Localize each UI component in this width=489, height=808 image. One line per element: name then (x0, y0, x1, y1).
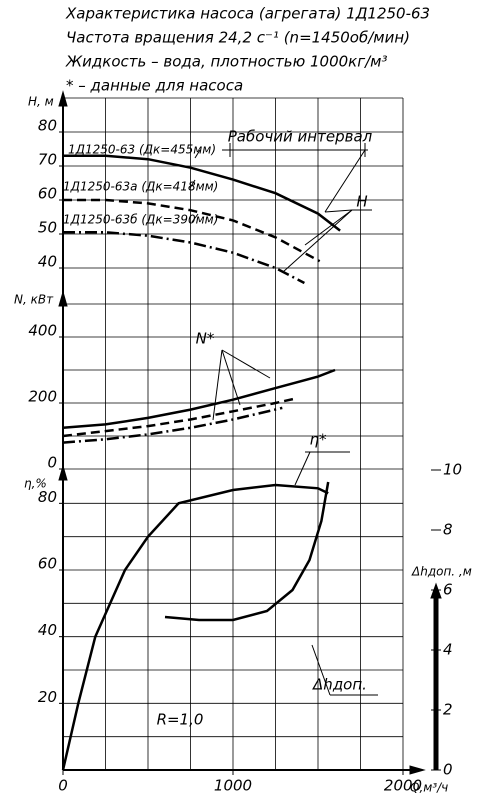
y-tick-label: 80 (38, 488, 57, 506)
leader-line (221, 349, 271, 379)
annotation: η* (309, 431, 327, 449)
axis-arrow (58, 290, 68, 307)
y-tick-label: 0 (47, 454, 57, 472)
data-line (63, 198, 321, 263)
leader-line (221, 349, 241, 406)
x-tick-label: 2000 (384, 777, 422, 795)
data-line (63, 231, 305, 285)
y2-tick-label: 6 (443, 581, 453, 599)
y2-tick-label: 10 (443, 461, 462, 479)
annotation: Δhдоп. (312, 676, 367, 694)
y-tick-label: 60 (38, 185, 57, 203)
data-line (62, 368, 336, 430)
y-axis-label: η,% (24, 477, 47, 491)
leader-line (194, 149, 201, 159)
series-label: 1Д1250-63а (Дк=418мм) (63, 180, 218, 194)
y-tick-label: 80 (38, 117, 57, 135)
annotation: N* (196, 330, 215, 348)
x-tick-label: 1000 (214, 777, 252, 795)
data-line (62, 406, 283, 444)
x-axis-label: Q,м³/ч (410, 781, 448, 795)
chart-subtitle: * – данные для насоса (66, 77, 243, 95)
y2-tick-label: 8 (443, 521, 453, 539)
y-tick-label: 60 (38, 555, 57, 573)
leader-line (282, 209, 353, 273)
y2-axis-label: Δhдоп. ,м (411, 565, 472, 579)
annotation: Рабочий интервал (228, 128, 373, 146)
y-tick-label: 50 (38, 219, 57, 237)
leader-line (311, 644, 331, 696)
y-tick-label: 40 (38, 253, 57, 271)
y-axis-label: H, м (28, 95, 54, 109)
y-axis-label: N, кВт (14, 293, 54, 307)
chart-subtitle: Частота вращения 24,2 с⁻¹ (n=1450об/мин) (66, 29, 410, 47)
annotation: R=1,0 (157, 711, 204, 729)
y-tick-label: 40 (38, 621, 57, 639)
axis-arrow (430, 582, 442, 599)
axis-arrow (409, 765, 426, 775)
axes (58, 90, 442, 775)
leader-line (324, 209, 353, 213)
y-tick-label: 70 (38, 151, 57, 169)
y-tick-label: 200 (28, 388, 57, 406)
annotation: H (356, 193, 367, 211)
series-label: 1Д1250-63 (Дк=455мм) (68, 143, 216, 157)
leader-line (324, 149, 366, 213)
leader-line (304, 209, 353, 246)
y2-tick-label: 4 (443, 641, 453, 659)
chart-title: Характеристика насоса (агрегата) 1Д1250-… (65, 5, 430, 23)
chart-subtitle: Жидкость – вода, плотностью 1000кг/м³ (65, 53, 388, 71)
axis-arrow (58, 464, 68, 481)
y2-tick-label: 0 (443, 761, 453, 779)
data-line (61, 483, 329, 771)
data-line (164, 481, 330, 622)
y-tick-label: 20 (38, 688, 57, 706)
axis-arrow (58, 90, 68, 107)
data-line (63, 154, 341, 232)
leader-line (191, 213, 199, 223)
leader-line (294, 451, 311, 486)
x-tick-label: 0 (58, 777, 68, 795)
y-tick-label: 400 (28, 322, 57, 340)
y2-tick-label: 2 (443, 701, 453, 719)
leader-line (212, 349, 223, 421)
series-label: 1Д1250-63б (Дк=390мм) (63, 213, 218, 227)
